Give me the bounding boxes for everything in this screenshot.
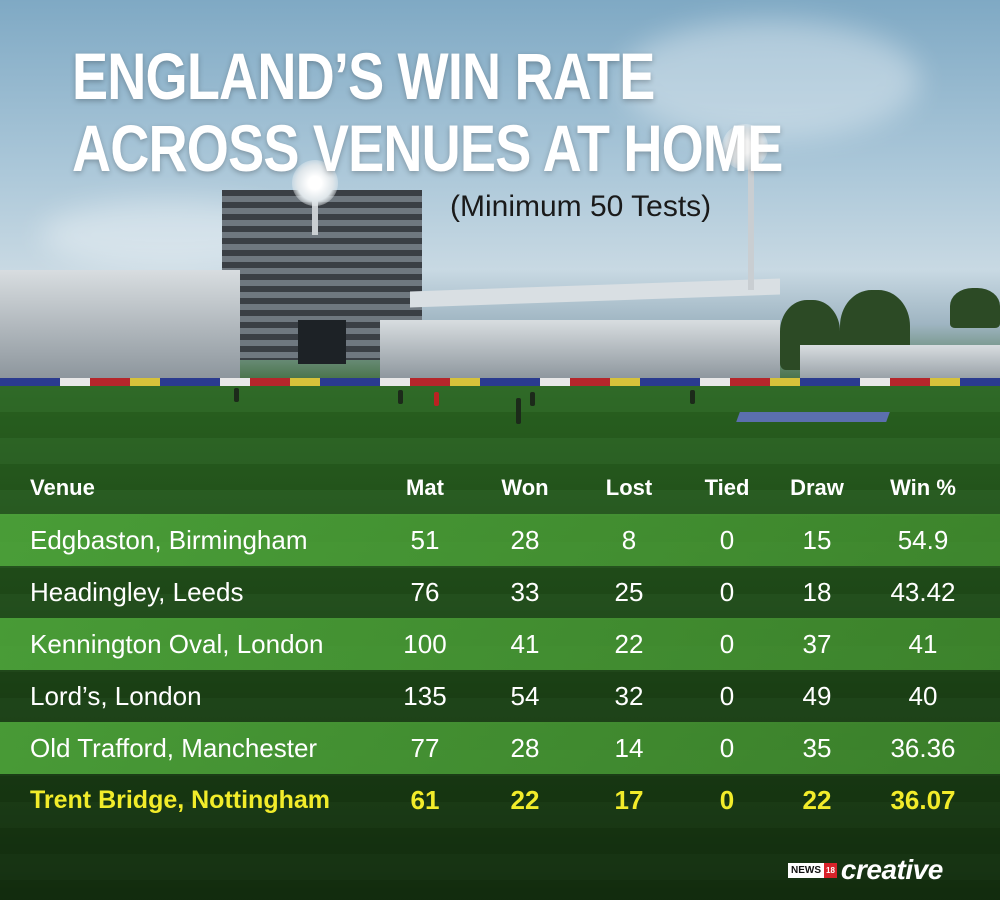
- table-row: Old Trafford, Manchester 77 28 14 0 35 3…: [0, 722, 1000, 774]
- venue-cell: Trent Bridge, Nottingham: [30, 786, 330, 814]
- mat-cell: 135: [403, 681, 447, 711]
- player: [516, 398, 521, 424]
- venue-cell: Old Trafford, Manchester: [30, 733, 318, 763]
- won-cell: 28: [510, 733, 540, 763]
- venue-stats-table: Venue Mat Won Lost Tied Draw Win % Edgba…: [0, 462, 1000, 826]
- win-pct-cell: 36.07: [890, 785, 956, 815]
- umpire: [434, 392, 439, 406]
- win-pct-cell: 41: [908, 629, 938, 659]
- lost-cell: 14: [614, 733, 644, 763]
- mat-cell: 51: [410, 525, 440, 555]
- field-logo-mat: [736, 412, 890, 422]
- lost-cell: 22: [614, 629, 644, 659]
- draw-cell: 35: [802, 733, 832, 763]
- tree: [950, 288, 1000, 328]
- mat-cell: 100: [403, 629, 447, 659]
- header-draw: Draw: [790, 475, 844, 500]
- draw-cell: 49: [802, 681, 832, 711]
- stand-roof: [410, 278, 780, 308]
- main-stand: [380, 320, 780, 380]
- table-row: Kennington Oval, London 100 41 22 0 37 4…: [0, 618, 1000, 670]
- brand-creative-wordmark: creative: [840, 854, 943, 885]
- floodlight-pole: [312, 195, 318, 235]
- tied-cell: 0: [719, 733, 735, 763]
- mat-cell: 61: [410, 785, 440, 815]
- tied-cell: 0: [719, 785, 735, 815]
- cloud: [620, 20, 920, 140]
- tied-cell: 0: [719, 629, 735, 659]
- win-pct-cell: 43.42: [890, 577, 956, 607]
- win-pct-cell: 54.9: [897, 525, 949, 555]
- lost-cell: 25: [614, 577, 644, 607]
- lost-cell: 32: [614, 681, 644, 711]
- lost-cell: 17: [614, 785, 644, 815]
- won-cell: 41: [510, 629, 540, 659]
- header-venue: Venue: [30, 475, 95, 500]
- table-header-row: Venue Mat Won Lost Tied Draw Win %: [0, 462, 1000, 514]
- draw-cell: 15: [802, 525, 832, 555]
- header-lost: Lost: [605, 475, 653, 500]
- player: [530, 392, 535, 406]
- headline-line-1: ENGLAND’S WIN RATE: [72, 39, 655, 113]
- table-row: Headingley, Leeds 76 33 25 0 18 43.42: [0, 566, 1000, 618]
- won-cell: 54: [510, 681, 540, 711]
- brand-news-mark: NEWS: [788, 862, 824, 878]
- tied-cell: 0: [719, 681, 735, 711]
- tied-cell: 0: [719, 525, 735, 555]
- table-row: Lord’s, London 135 54 32 0 49 40: [0, 670, 1000, 722]
- player: [234, 388, 239, 402]
- mat-cell: 77: [410, 733, 440, 763]
- header-tied: Tied: [704, 475, 750, 500]
- pavilion-stand: [0, 270, 240, 380]
- headline-line-2: ACROSS VENUES AT HOME: [72, 111, 783, 185]
- table-row: Edgbaston, Birmingham 51 28 8 0 15 54.9: [0, 514, 1000, 566]
- won-cell: 33: [510, 577, 540, 607]
- player: [690, 390, 695, 404]
- brand-logo: NEWS 18 creative: [788, 854, 943, 886]
- floodlight: [292, 160, 338, 206]
- won-cell: 22: [510, 785, 540, 815]
- headline: ENGLAND’S WIN RATE ACROSS VENUES AT HOME: [72, 39, 783, 185]
- win-pct-cell: 36.36: [890, 733, 956, 763]
- floodlight-pole: [748, 160, 754, 290]
- venue-cell: Kennington Oval, London: [30, 629, 324, 659]
- header-win-pct: Win %: [890, 475, 956, 500]
- draw-cell: 22: [802, 785, 832, 815]
- advertising-boards: [0, 378, 1000, 386]
- floodlight: [722, 124, 768, 170]
- header-won: Won: [501, 475, 549, 500]
- venue-cell: Headingley, Leeds: [30, 577, 244, 607]
- mat-cell: 76: [410, 577, 440, 607]
- table-row-highlighted: Trent Bridge, Nottingham 61 22 17 0 22 3…: [0, 774, 1000, 826]
- subtitle: (Minimum 50 Tests): [450, 190, 712, 223]
- brand-18-mark: 18: [824, 862, 837, 878]
- tied-cell: 0: [719, 577, 735, 607]
- player: [398, 390, 403, 404]
- draw-cell: 37: [802, 629, 832, 659]
- venue-cell: Edgbaston, Birmingham: [30, 525, 308, 555]
- draw-cell: 18: [802, 577, 832, 607]
- won-cell: 28: [510, 525, 540, 555]
- venue-cell: Lord’s, London: [30, 681, 202, 711]
- lost-cell: 8: [621, 525, 637, 555]
- win-pct-cell: 40: [908, 681, 938, 711]
- scoreboard: [298, 320, 346, 364]
- header-mat: Mat: [406, 475, 444, 500]
